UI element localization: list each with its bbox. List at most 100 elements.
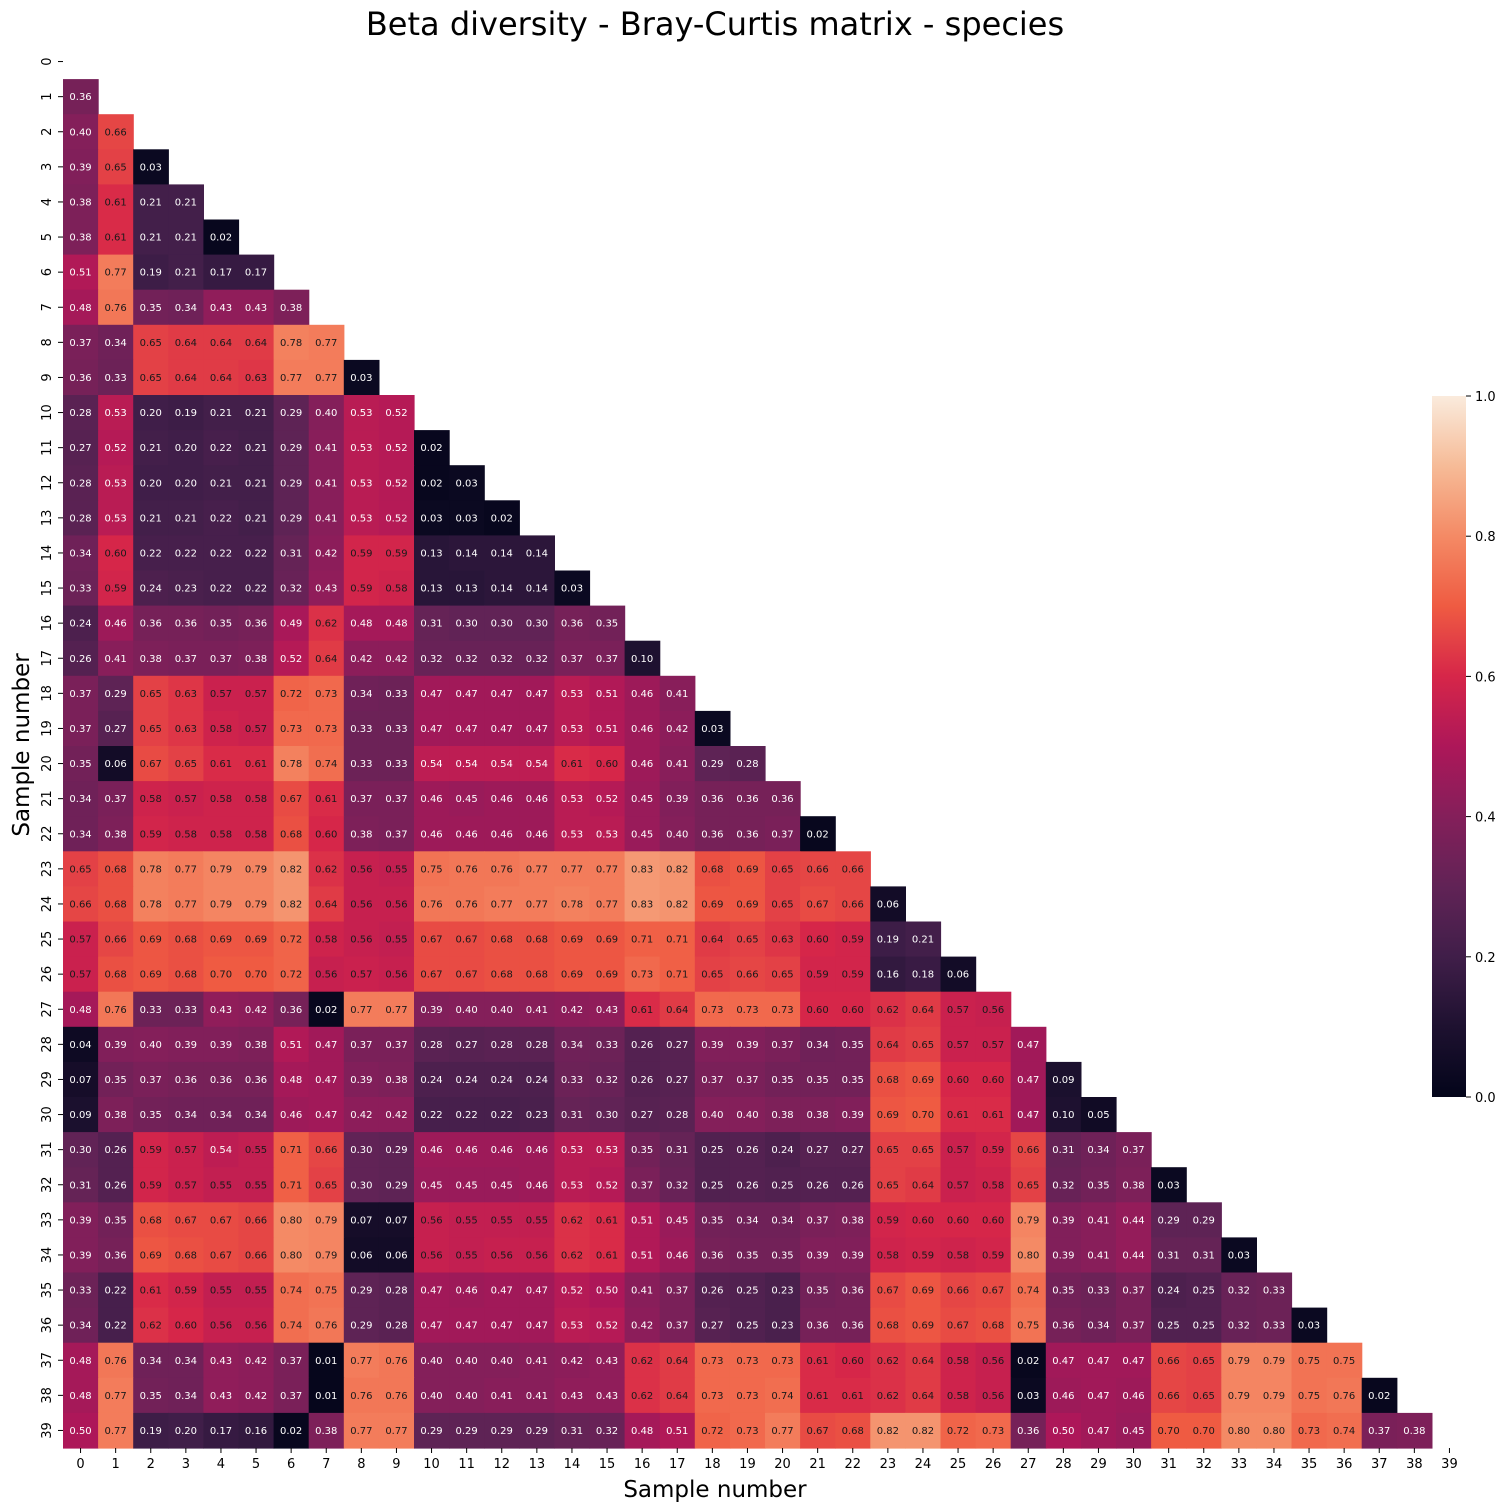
cell-value-label: 0.13 bbox=[456, 584, 478, 595]
heatmap-cell bbox=[1186, 1342, 1222, 1379]
heatmap-cell bbox=[378, 781, 415, 817]
cell-value-label: 0.46 bbox=[491, 1145, 513, 1156]
heatmap-cell bbox=[449, 465, 485, 501]
heatmap-cell bbox=[308, 1097, 345, 1133]
cell-value-label: 0.39 bbox=[350, 1075, 372, 1086]
heatmap-cell bbox=[765, 1272, 801, 1309]
cell-value-label: 0.29 bbox=[456, 1426, 478, 1437]
heatmap-cell bbox=[343, 816, 380, 852]
cell-value-label: 0.68 bbox=[175, 1250, 197, 1261]
cell-value-label: 0.32 bbox=[596, 1426, 618, 1437]
heatmap-cell bbox=[554, 605, 591, 642]
cell-value-label: 0.77 bbox=[561, 864, 583, 875]
heatmap-cell bbox=[589, 1061, 626, 1098]
heatmap-cell bbox=[63, 500, 99, 536]
heatmap-cell bbox=[168, 851, 204, 887]
cell-value-label: 0.71 bbox=[666, 935, 688, 946]
cell-value-label: 0.35 bbox=[596, 619, 618, 630]
cell-value-label: 0.82 bbox=[912, 1426, 934, 1437]
heatmap-cell bbox=[133, 465, 169, 501]
cell-value-label: 0.43 bbox=[210, 1356, 232, 1367]
cell-value-label: 0.29 bbox=[1158, 1215, 1180, 1226]
heatmap-cell bbox=[905, 1202, 942, 1238]
cell-value-label: 0.02 bbox=[420, 443, 442, 454]
heatmap-cell bbox=[308, 359, 345, 396]
cell-value-label: 0.33 bbox=[385, 759, 407, 770]
cell-value-label: 0.78 bbox=[280, 338, 302, 349]
heatmap-cell bbox=[133, 1167, 169, 1203]
cell-value-label: 0.39 bbox=[105, 1040, 127, 1051]
heatmap-cell bbox=[1010, 1026, 1047, 1063]
cell-value-label: 0.47 bbox=[1052, 1356, 1074, 1367]
heatmap-cell bbox=[414, 1026, 450, 1063]
heatmap-cell bbox=[449, 1272, 485, 1309]
cell-value-label: 0.52 bbox=[596, 794, 618, 805]
cell-value-label: 0.40 bbox=[315, 408, 337, 419]
cell-value-label: 0.60 bbox=[982, 1075, 1004, 1086]
cell-value-label: 0.37 bbox=[666, 1286, 688, 1297]
cell-value-label: 0.62 bbox=[140, 1321, 162, 1332]
heatmap-cell bbox=[98, 781, 134, 817]
heatmap-cell bbox=[238, 1026, 275, 1063]
heatmap-cell bbox=[273, 781, 310, 817]
cell-value-label: 0.52 bbox=[385, 478, 407, 489]
heatmap-cell bbox=[624, 1307, 661, 1344]
cell-value-label: 0.36 bbox=[175, 1075, 197, 1086]
heatmap-cell bbox=[694, 851, 731, 887]
heatmap-cell bbox=[729, 1307, 766, 1344]
heatmap-cell bbox=[694, 1412, 731, 1449]
heatmap-cell bbox=[624, 886, 661, 923]
heatmap-cell bbox=[1151, 1167, 1187, 1203]
cell-value-label: 0.50 bbox=[69, 1426, 91, 1437]
cell-value-label: 0.49 bbox=[280, 619, 302, 630]
cell-value-label: 0.46 bbox=[1122, 1391, 1144, 1402]
cell-value-label: 0.82 bbox=[280, 899, 302, 910]
heatmap-cell bbox=[484, 570, 520, 607]
heatmap-cell bbox=[203, 535, 240, 572]
heatmap-cell bbox=[133, 430, 169, 466]
cell-value-label: 0.69 bbox=[877, 1110, 899, 1121]
heatmap-cell bbox=[870, 1307, 906, 1344]
cell-value-label: 0.60 bbox=[912, 1215, 934, 1226]
colorbar-gradient bbox=[1432, 396, 1466, 1097]
cell-value-label: 0.39 bbox=[210, 1040, 232, 1051]
heatmap-cell bbox=[378, 1342, 415, 1379]
heatmap-cell bbox=[1010, 1167, 1047, 1203]
x-tick-label: 7 bbox=[322, 1457, 330, 1472]
heatmap-cell bbox=[729, 921, 766, 958]
cell-value-label: 0.68 bbox=[877, 1321, 899, 1332]
heatmap-cell bbox=[273, 570, 310, 607]
heatmap-cell bbox=[484, 1342, 520, 1379]
heatmap-cell bbox=[554, 675, 591, 712]
cell-value-label: 0.40 bbox=[491, 1356, 513, 1367]
cell-value-label: 0.37 bbox=[807, 1215, 829, 1226]
heatmap-cell bbox=[1045, 1272, 1082, 1309]
heatmap-cell bbox=[238, 1061, 275, 1098]
heatmap-cell bbox=[484, 1026, 520, 1063]
cell-value-label: 0.69 bbox=[912, 1286, 934, 1297]
heatmap-cell bbox=[940, 1132, 977, 1168]
y-tick-label: 0 bbox=[40, 57, 55, 65]
heatmap-cell bbox=[975, 1097, 1012, 1133]
heatmap-cell bbox=[449, 675, 485, 712]
cell-value-label: 0.65 bbox=[140, 724, 162, 735]
heatmap-cell bbox=[870, 956, 906, 993]
cell-value-label: 0.28 bbox=[69, 478, 91, 489]
heatmap-cell bbox=[519, 1132, 555, 1168]
heatmap-cell bbox=[168, 324, 204, 361]
heatmap-cell bbox=[694, 1097, 731, 1133]
cell-value-label: 0.34 bbox=[175, 1391, 197, 1402]
heatmap-cell bbox=[870, 1026, 906, 1063]
cell-value-label: 0.46 bbox=[526, 794, 548, 805]
heatmap-cell bbox=[308, 535, 345, 572]
cell-value-label: 0.61 bbox=[807, 1391, 829, 1402]
x-tick-label: 1 bbox=[112, 1457, 120, 1472]
cell-value-label: 0.47 bbox=[456, 724, 478, 735]
heatmap-cell bbox=[905, 956, 942, 993]
heatmap-cell bbox=[98, 1272, 134, 1309]
heatmap-cell bbox=[378, 886, 415, 923]
cell-value-label: 0.27 bbox=[666, 1040, 688, 1051]
x-tick-label: 24 bbox=[915, 1457, 932, 1472]
cell-value-label: 0.56 bbox=[385, 970, 407, 981]
heatmap-cell bbox=[273, 395, 310, 431]
